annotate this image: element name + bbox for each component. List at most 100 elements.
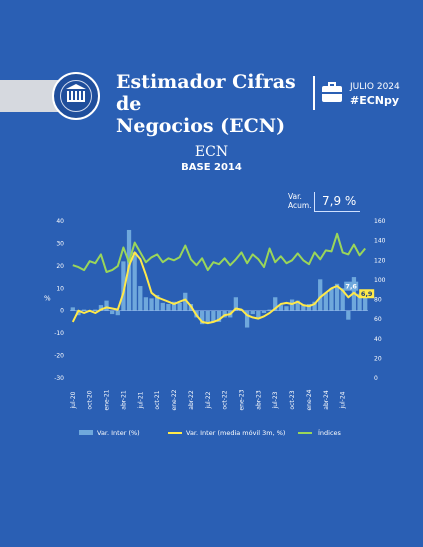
bar [284,306,289,311]
x-tick-label: ene-23 [238,389,245,410]
y-right-tick-label: 20 [374,355,382,362]
bar [143,297,149,311]
title-line-1: Estimador Cifras de [116,71,296,115]
y-right-tick-label: 0 [374,375,378,382]
x-tick-label: jul-23 [272,391,279,409]
bar [340,288,345,311]
bar [289,299,295,311]
bar [306,303,312,311]
bar [301,305,306,311]
y-axis-label: % [44,295,51,303]
legend-label-index: Índices [318,428,342,437]
x-tick-label: oct-21 [154,390,161,409]
bar [98,305,104,311]
accumulated-label-line-2: Acum. [288,201,312,210]
y-right-tick-label: 140 [374,238,386,245]
bar [261,310,267,313]
bar [267,309,272,311]
header-band [0,80,60,112]
chart-subtitle: BASE 2014 [181,162,242,173]
bar [363,295,368,311]
x-tick-label: ene-22 [171,389,178,410]
x-tick-label: abr-23 [255,390,262,410]
x-tick-label: ene-21 [104,389,111,410]
y-right-tick-label: 60 [374,316,382,323]
bar [121,261,126,311]
moving-average-line [71,251,366,325]
bar [357,293,362,311]
y-left-tick-label: -10 [54,330,64,337]
x-tick-label: abr-21 [120,390,127,410]
x-tick-label: abr-24 [323,390,330,410]
bar [216,310,222,322]
bar [155,295,160,311]
bar [104,300,109,311]
bar [110,310,115,315]
last-avg-label: 6,9 [361,290,373,298]
bar [244,310,250,328]
bar [132,252,137,311]
x-tick-label: abr-22 [188,390,195,410]
y-left-tick-label: 30 [56,240,64,247]
header-divider [313,76,315,110]
bar [115,310,120,316]
index-line [72,232,366,273]
bank-seal-logo [52,72,100,120]
report-date: JULIO 2024 [350,82,400,92]
bar [166,303,171,311]
y-left-tick-label: 10 [56,285,64,292]
accumulated-label: Var. Acum. [288,192,312,210]
bar [256,310,261,318]
bar [273,297,278,311]
bar [171,301,177,311]
page-title: Estimador Cifras de Negocios (ECN) [116,71,316,137]
y-right-tick-label: 100 [374,277,386,284]
bar [346,310,351,320]
x-tick-label: jul-22 [205,391,212,409]
x-tick-label: oct-20 [87,390,94,409]
bar [177,302,182,311]
title-line-2: Negocios (ECN) [116,115,286,137]
bar [329,288,334,311]
bar [81,309,87,311]
accumulated-label-line-1: Var. [288,192,302,201]
bar [183,292,188,311]
briefcase-icon [322,82,342,102]
x-tick-label: jul-21 [137,391,144,409]
x-tick-label: ene-24 [306,389,313,410]
last-avg-label-box [359,289,375,299]
bar [211,310,216,322]
bar [149,298,154,311]
legend-label-moving-average: Var. Inter (media móvil 3m, %) [186,429,285,437]
x-tick-label: oct-23 [289,390,296,409]
bar [278,305,283,311]
accumulated-box [314,192,360,212]
y-right-tick-label: 120 [374,257,386,264]
bar [70,307,75,311]
last-bar-label-box [344,281,359,291]
accumulated-value: 7,9 % [322,194,357,208]
bar [222,310,227,318]
bar [138,286,143,311]
bar [199,310,205,325]
bar [233,297,239,311]
y-left-tick-label: 40 [56,218,64,225]
x-tick-label: jul-20 [70,391,77,409]
bar [312,301,317,311]
x-tick-label: jul-24 [340,391,347,409]
bar [295,300,300,311]
y-left-tick-label: 0 [60,308,64,315]
bar [334,283,340,311]
y-left-tick-label: -20 [54,353,64,360]
y-right-tick-label: 80 [374,297,382,304]
legend-swatch-bars [79,430,93,435]
bar [323,292,328,311]
bar [250,310,255,315]
bar [93,309,98,311]
y-left-tick-label: -30 [54,375,64,382]
y-right-tick-label: 40 [374,336,382,343]
hashtag: #ECNpy [350,94,400,107]
last-bar-label: 7,6 [345,283,357,291]
chart-title: ECN [194,144,229,160]
